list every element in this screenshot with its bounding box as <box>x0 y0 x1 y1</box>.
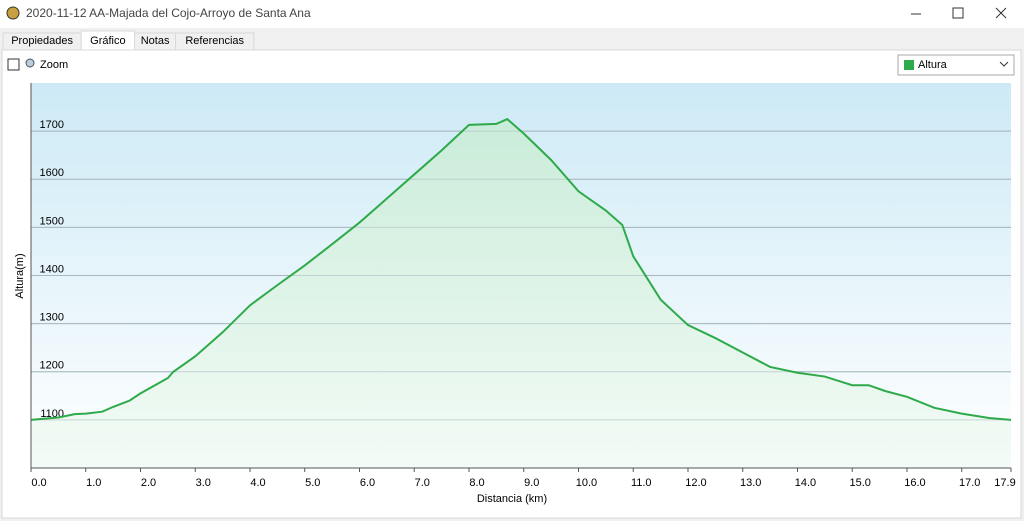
x-tick-label: 5.0 <box>305 477 320 489</box>
title-bar <box>0 0 1024 28</box>
line <box>30 117 1012 421</box>
x-tick-label: 1.0 <box>86 477 101 489</box>
x-axis-title: Distancia (km) <box>477 493 547 505</box>
tab-label[interactable]: Gráfico <box>90 35 125 47</box>
tab-label[interactable]: Referencias <box>185 35 244 47</box>
x-tick-label: 12.0 <box>685 477 706 489</box>
x-tick-label: 4.0 <box>250 477 265 489</box>
series-dropdown[interactable] <box>897 54 1015 76</box>
y-tick-label: 1300 <box>40 312 64 324</box>
window-title: 2020-11-12 AA-Majada del Cojo-Arroyo de … <box>26 6 311 20</box>
tab-label[interactable]: Propiedades <box>11 35 73 47</box>
y-tick-label: 1400 <box>40 263 64 275</box>
x-tick-label: 3.0 <box>196 477 211 489</box>
x-tick-label: 11.0 <box>631 477 652 489</box>
area <box>31 119 1011 468</box>
x-tick-label: 14.0 <box>795 477 816 489</box>
legend-swatch <box>904 60 914 70</box>
x-tick-label: 16.0 <box>904 477 925 489</box>
x-tick-label: 17.0 <box>959 477 980 489</box>
y-tick-label: 1600 <box>40 167 64 179</box>
x-tick-label: 6.0 <box>360 477 375 489</box>
x-tick-label: 17.9 <box>994 477 1015 489</box>
maximize-button[interactable] <box>952 7 964 19</box>
legend-label: Altura <box>918 59 948 71</box>
dropdown-arrow[interactable] <box>999 61 1009 67</box>
zoom-icon <box>25 58 35 68</box>
x-tick-label: 13.0 <box>740 477 761 489</box>
x-tick-label: 15.0 <box>850 477 871 489</box>
y-tick-label: 1700 <box>40 119 64 131</box>
x-tick-label: 2.0 <box>141 477 156 489</box>
x-tick-label: 8.0 <box>469 477 484 489</box>
y-tick-label: 1500 <box>40 215 64 227</box>
tab-label[interactable]: Notas <box>141 35 170 47</box>
zoom-label[interactable]: Zoom <box>40 59 68 71</box>
y-tick-label: 1200 <box>40 360 64 372</box>
x-tick-label: 0.0 <box>31 477 46 489</box>
y-axis-title: Altura(m) <box>14 253 26 298</box>
close-button[interactable] <box>995 7 1007 19</box>
app-icon <box>6 6 20 20</box>
x-tick-label: 10.0 <box>576 477 597 489</box>
zoom-checkbox[interactable] <box>7 58 20 71</box>
x-tick-label: 7.0 <box>415 477 430 489</box>
x-tick-label: 9.0 <box>524 477 539 489</box>
